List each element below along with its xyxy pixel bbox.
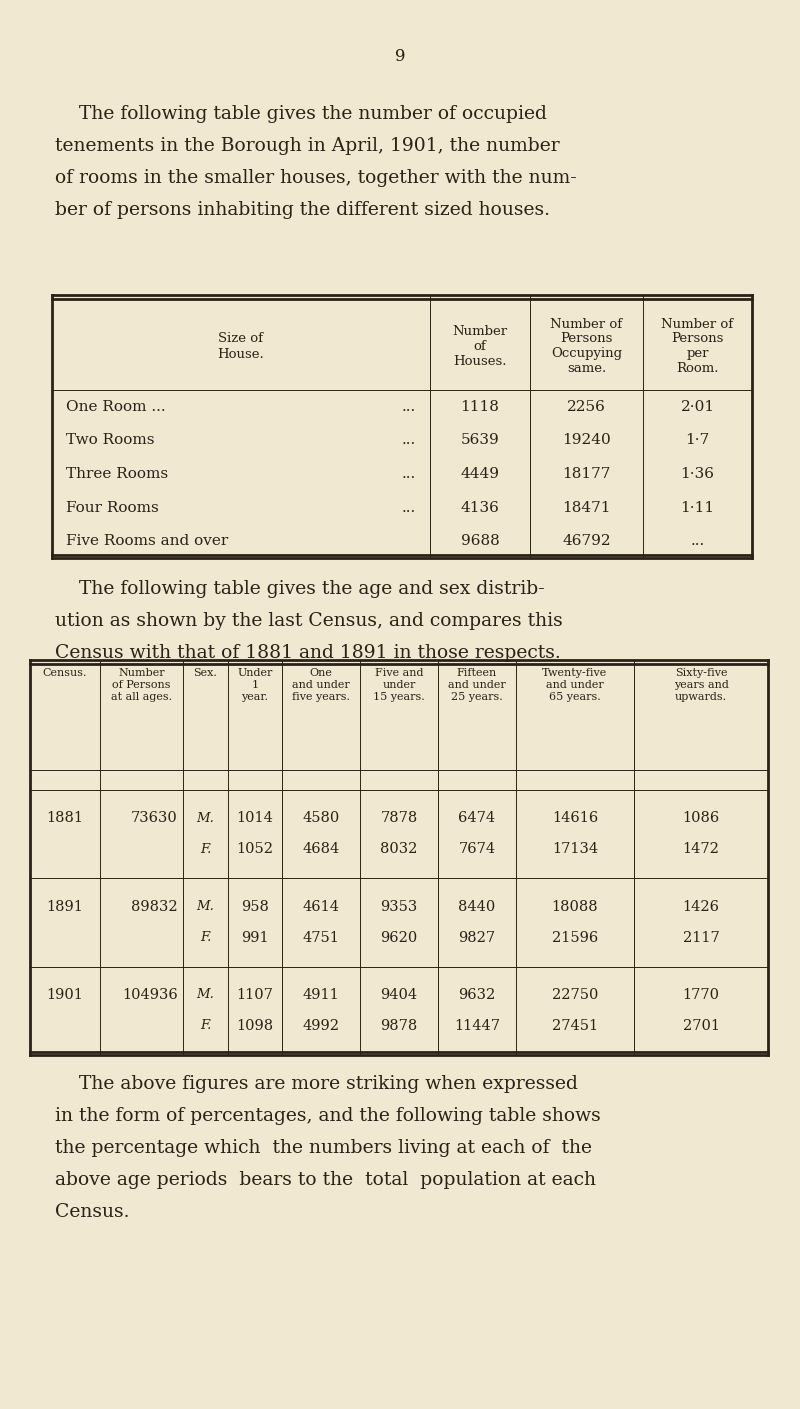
Text: tenements in the Borough in April, 1901, the number: tenements in the Borough in April, 1901,…	[55, 137, 560, 155]
Text: 22750: 22750	[552, 988, 598, 1002]
Text: Number
of
Houses.: Number of Houses.	[453, 325, 507, 368]
Text: Census with that of 1881 and 1891 in those respects.: Census with that of 1881 and 1891 in tho…	[55, 644, 561, 662]
Text: 4911: 4911	[302, 988, 339, 1002]
Text: 8032: 8032	[380, 843, 418, 857]
Text: 2256: 2256	[567, 400, 606, 414]
Text: 4449: 4449	[461, 466, 499, 480]
Text: 9632: 9632	[458, 988, 496, 1002]
Text: 7674: 7674	[458, 843, 495, 857]
Text: 4992: 4992	[302, 1019, 339, 1033]
Text: M.: M.	[197, 989, 214, 1002]
Text: 1052: 1052	[237, 843, 274, 857]
Text: 2·01: 2·01	[681, 400, 714, 414]
Text: Fifteen
and under
25 years.: Fifteen and under 25 years.	[448, 668, 506, 702]
Text: 1·11: 1·11	[681, 500, 714, 514]
Text: F.: F.	[200, 1019, 211, 1033]
Text: 8440: 8440	[458, 899, 496, 913]
Text: the percentage which  the numbers living at each of  the: the percentage which the numbers living …	[55, 1138, 592, 1157]
Text: 1107: 1107	[237, 988, 274, 1002]
Text: 1014: 1014	[237, 812, 274, 826]
Text: Census.: Census.	[55, 1203, 130, 1222]
Text: Sixty-five
years and
upwards.: Sixty-five years and upwards.	[674, 668, 729, 702]
Text: 104936: 104936	[122, 988, 178, 1002]
Text: M.: M.	[197, 900, 214, 913]
Text: Four Rooms: Four Rooms	[66, 500, 158, 514]
Text: 4136: 4136	[461, 500, 499, 514]
Text: 1118: 1118	[461, 400, 499, 414]
Text: Sex.: Sex.	[194, 668, 218, 678]
Text: 18088: 18088	[552, 899, 598, 913]
Text: One
and under
five years.: One and under five years.	[292, 668, 350, 702]
Text: 27451: 27451	[552, 1019, 598, 1033]
Text: 73630: 73630	[131, 812, 178, 826]
Text: Census.: Census.	[42, 668, 87, 678]
Text: M.: M.	[197, 812, 214, 824]
Text: of rooms in the smaller houses, together with the num-: of rooms in the smaller houses, together…	[55, 169, 577, 187]
Text: F.: F.	[200, 931, 211, 944]
Text: 958: 958	[241, 899, 269, 913]
Text: 1891: 1891	[46, 899, 83, 913]
Text: One Room ...: One Room ...	[66, 400, 166, 414]
Text: 11447: 11447	[454, 1019, 500, 1033]
Text: 9827: 9827	[458, 930, 495, 944]
Text: 4580: 4580	[302, 812, 340, 826]
Text: ...: ...	[402, 400, 416, 414]
Text: 991: 991	[241, 930, 269, 944]
Text: 1901: 1901	[46, 988, 83, 1002]
Text: 46792: 46792	[562, 534, 611, 548]
Text: ...: ...	[402, 434, 416, 448]
Text: Number of
Persons
Occupying
same.: Number of Persons Occupying same.	[550, 317, 622, 376]
Text: Number
of Persons
at all ages.: Number of Persons at all ages.	[111, 668, 172, 702]
Text: 1426: 1426	[682, 899, 719, 913]
Text: 1098: 1098	[237, 1019, 274, 1033]
Text: 1770: 1770	[682, 988, 719, 1002]
Text: F.: F.	[200, 843, 211, 855]
Text: ...: ...	[690, 534, 705, 548]
Text: Under
1
year.: Under 1 year.	[238, 668, 273, 702]
Text: above age periods  bears to the  total  population at each: above age periods bears to the total pop…	[55, 1171, 596, 1189]
Text: 6474: 6474	[458, 812, 495, 826]
Text: 2117: 2117	[682, 930, 719, 944]
Text: The following table gives the number of occupied: The following table gives the number of …	[55, 106, 547, 123]
Text: 17134: 17134	[552, 843, 598, 857]
Text: 9620: 9620	[380, 930, 418, 944]
Text: Three Rooms: Three Rooms	[66, 466, 168, 480]
Text: 9: 9	[394, 48, 406, 65]
Text: Size of
House.: Size of House.	[218, 333, 264, 361]
Text: 9404: 9404	[381, 988, 418, 1002]
Text: ...: ...	[402, 466, 416, 480]
Text: Twenty-five
and under
65 years.: Twenty-five and under 65 years.	[542, 668, 608, 702]
Text: 2701: 2701	[682, 1019, 719, 1033]
Text: 9878: 9878	[380, 1019, 418, 1033]
Text: ber of persons inhabiting the different sized houses.: ber of persons inhabiting the different …	[55, 201, 550, 218]
Text: 1086: 1086	[682, 812, 720, 826]
Text: ution as shown by the last Census, and compares this: ution as shown by the last Census, and c…	[55, 612, 562, 630]
Text: 21596: 21596	[552, 930, 598, 944]
Text: 4684: 4684	[302, 843, 340, 857]
Text: 1·36: 1·36	[681, 466, 714, 480]
Text: 18177: 18177	[562, 466, 610, 480]
Text: 1881: 1881	[46, 812, 83, 826]
Text: 1472: 1472	[682, 843, 719, 857]
Text: The following table gives the age and sex distrib-: The following table gives the age and se…	[55, 581, 545, 597]
Text: Number of
Persons
per
Room.: Number of Persons per Room.	[662, 317, 734, 376]
Text: 5639: 5639	[461, 434, 499, 448]
Text: Five Rooms and over: Five Rooms and over	[66, 534, 228, 548]
Text: 1·7: 1·7	[686, 434, 710, 448]
Text: 19240: 19240	[562, 434, 611, 448]
Text: 7878: 7878	[380, 812, 418, 826]
Text: in the form of percentages, and the following table shows: in the form of percentages, and the foll…	[55, 1107, 601, 1124]
Text: 9353: 9353	[380, 899, 418, 913]
Text: 9688: 9688	[461, 534, 499, 548]
Text: The above figures are more striking when expressed: The above figures are more striking when…	[55, 1075, 578, 1093]
Text: Five and
under
15 years.: Five and under 15 years.	[373, 668, 425, 702]
Text: 89832: 89832	[131, 899, 178, 913]
Text: Two Rooms: Two Rooms	[66, 434, 154, 448]
Text: ...: ...	[402, 500, 416, 514]
Text: 4751: 4751	[302, 930, 339, 944]
Text: 4614: 4614	[302, 899, 339, 913]
Text: 18471: 18471	[562, 500, 610, 514]
Text: 14616: 14616	[552, 812, 598, 826]
